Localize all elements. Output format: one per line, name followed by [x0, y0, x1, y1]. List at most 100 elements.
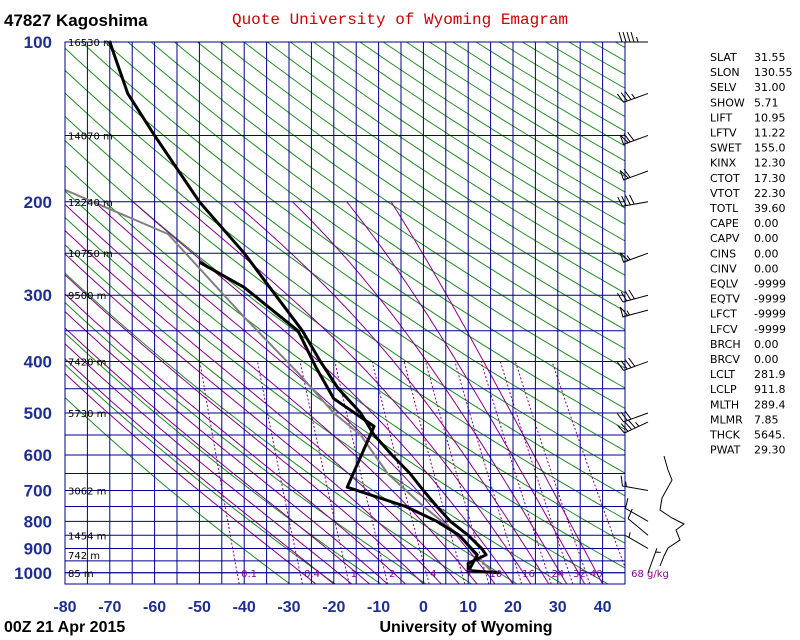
temperature-tick-label: 20 — [504, 599, 522, 616]
wind-barb-staff — [627, 518, 649, 536]
index-name: LCLT — [710, 368, 735, 381]
index-name: LIFT — [710, 111, 733, 124]
wind-barb-pennant — [619, 252, 630, 263]
dry-adiabat — [65, 92, 625, 497]
index-name: BRCV — [710, 353, 740, 366]
mixing-ratio-label: 16 — [522, 569, 535, 580]
dry-adiabat — [65, 332, 382, 584]
index-value: -9999 — [754, 323, 786, 336]
wind-barb-half — [626, 255, 631, 261]
index-value: 0.00 — [754, 232, 779, 245]
wind-barb — [620, 475, 649, 492]
dry-adiabat — [65, 190, 609, 584]
index-name: CTOT — [710, 172, 740, 185]
wind-barb-full — [628, 357, 636, 367]
temperature-tick-label: -30 — [277, 599, 300, 616]
index-value: 31.55 — [754, 51, 786, 64]
dry-adiabat — [127, 42, 625, 389]
wind-barb — [647, 548, 661, 573]
mixing-ratio-label: 24 — [551, 569, 564, 580]
wind-barb-full — [623, 168, 631, 178]
index-value: 31.00 — [754, 81, 786, 94]
height-label: 14070 m — [68, 131, 113, 142]
index-name: BRCH — [710, 338, 741, 351]
dry-adiabat — [65, 139, 625, 544]
mixing-ratio-label: 4 — [430, 569, 436, 580]
wind-barb-full — [623, 133, 631, 143]
temperature-curve — [108, 42, 500, 575]
moist-adiabat — [65, 310, 388, 584]
dry-adiabat — [65, 216, 563, 584]
pressure-tick-label: 100 — [24, 33, 52, 52]
wind-barb — [619, 131, 649, 145]
index-name: LFCV — [710, 323, 738, 336]
moist-adiabat — [65, 293, 406, 584]
temperature-tick-label: 40 — [594, 599, 612, 616]
observation-time: 00Z 21 Apr 2015 — [4, 619, 125, 636]
index-name: EQLV — [710, 278, 739, 291]
dry-adiabat — [220, 42, 625, 312]
wind-barb — [617, 194, 649, 207]
pressure-tick-label: 700 — [24, 482, 52, 501]
index-name: LFTV — [710, 127, 737, 140]
wind-barb — [616, 90, 649, 103]
mixing-ratio-line — [551, 361, 625, 569]
moist-adiabat — [390, 201, 604, 584]
wind-barb-full — [624, 90, 632, 100]
mixing-ratio-label: 7 — [466, 569, 472, 580]
dry-adiabat — [65, 396, 291, 584]
temperature-tick-label: -80 — [53, 599, 76, 616]
hodograph-trace — [659, 455, 685, 567]
temperature-tick-label: 10 — [459, 599, 477, 616]
wind-barb-staff — [647, 548, 658, 573]
height-label: 1454 m — [68, 531, 106, 542]
wind-barb — [625, 532, 649, 549]
index-value: 12.30 — [754, 157, 786, 170]
wind-barb-full — [616, 361, 624, 371]
wind-barb — [619, 252, 649, 263]
mixing-ratio-label: 0.4 — [304, 569, 320, 580]
index-name: LFCT — [710, 308, 737, 321]
dry-adiabat — [65, 272, 472, 584]
index-value: 10.95 — [754, 111, 786, 124]
dry-adiabats — [65, 42, 625, 584]
dry-adiabat — [65, 301, 427, 584]
moist-adiabat — [94, 201, 496, 584]
height-label: 9500 m — [68, 291, 106, 302]
wind-barb-staff — [622, 485, 649, 492]
chart-title: Quote University of Wyoming Emagram — [232, 11, 568, 29]
index-name: PWAT — [710, 444, 741, 457]
index-value: 281.9 — [754, 368, 786, 381]
dry-adiabat — [197, 42, 625, 331]
index-value: 911.8 — [754, 383, 786, 396]
mixing-ratio-label: 10 — [489, 569, 502, 580]
mixing-ratio-lines — [199, 361, 625, 584]
mixing-ratio-line — [499, 361, 574, 584]
pressure-tick-label: 600 — [24, 446, 52, 465]
moist-adiabat — [65, 327, 370, 584]
pressure-tick-label: 900 — [24, 539, 52, 558]
wind-barb-staff — [624, 421, 649, 434]
wind-barb-staff — [625, 535, 649, 549]
wind-barb-full — [618, 31, 623, 43]
mixing-ratio-line — [199, 361, 240, 584]
moist-adiabat — [132, 201, 514, 584]
mixing-ratio-line — [514, 361, 591, 584]
wind-barb-full — [624, 498, 629, 509]
index-value: 0.00 — [754, 217, 779, 230]
mixing-ratio-line — [403, 361, 466, 584]
index-value: 7.85 — [754, 413, 779, 426]
dry-adiabat — [65, 363, 336, 584]
wind-barb-full — [624, 421, 633, 430]
temperature-tick-label: 0 — [419, 599, 428, 616]
wind-barb-full — [616, 93, 624, 103]
temperature-tick-label: -60 — [143, 599, 166, 616]
index-name: KINX — [710, 157, 737, 170]
index-value: 0.00 — [754, 247, 779, 260]
index-value: 22.30 — [754, 187, 786, 200]
wind-barb-full — [622, 31, 627, 43]
wind-barb-full — [620, 291, 628, 302]
mixing-ratio-label: 32 — [573, 569, 586, 580]
index-value: -9999 — [754, 308, 786, 321]
moist-adiabat — [65, 203, 478, 584]
